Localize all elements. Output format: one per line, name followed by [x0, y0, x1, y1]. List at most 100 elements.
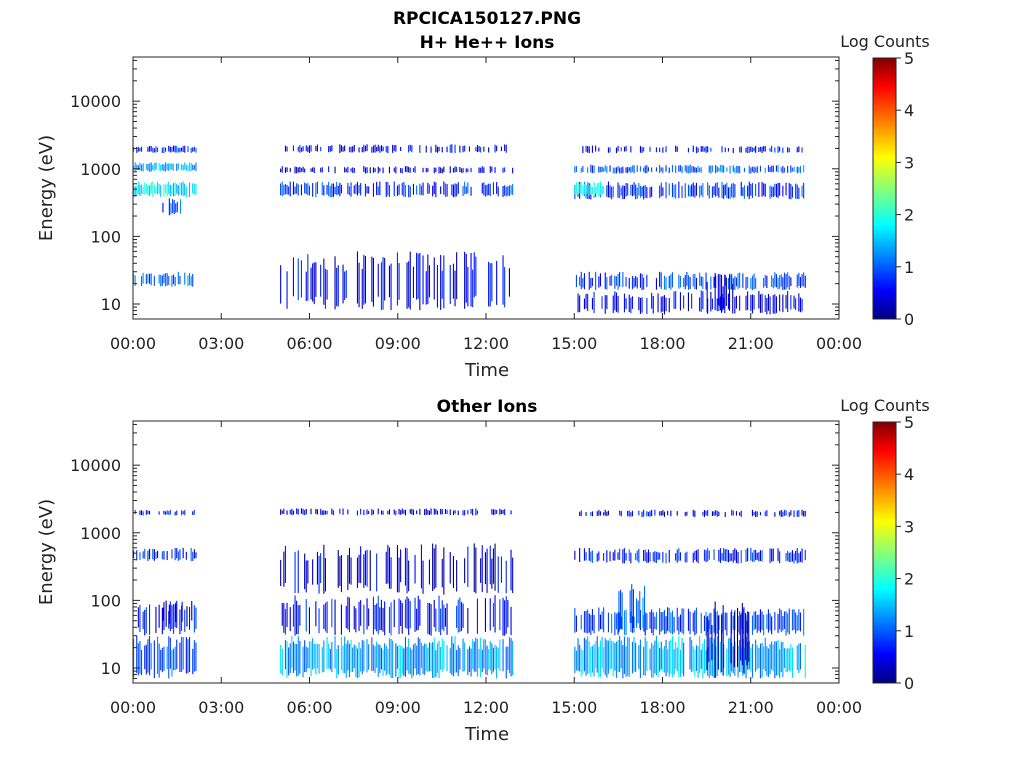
heatmap-streak: [732, 278, 734, 290]
heatmap-streak: [377, 508, 379, 515]
heatmap-streak: [779, 608, 781, 630]
heatmap-streak: [372, 145, 374, 153]
heatmap-streak: [292, 257, 294, 297]
y-tick-label: 100: [90, 591, 121, 610]
heatmap-streak: [740, 510, 742, 517]
heatmap-streak: [441, 638, 443, 672]
heatmap-streak: [155, 551, 157, 559]
heatmap-streak: [168, 145, 170, 152]
heatmap-streak: [700, 649, 702, 669]
heatmap-streak: [424, 643, 426, 675]
heatmap-streak: [190, 163, 192, 172]
heatmap-streak: [591, 550, 593, 563]
heatmap-streak: [170, 203, 172, 215]
heatmap-streak: [633, 637, 635, 672]
heatmap-streak: [739, 611, 741, 635]
panel-top-xlabel: Time: [464, 360, 509, 381]
heatmap-streak: [195, 184, 197, 195]
heatmap-streak: [310, 168, 312, 172]
heatmap-streak: [358, 262, 360, 308]
heatmap-streak: [735, 295, 737, 309]
heatmap-streak: [299, 145, 301, 153]
heatmap-streak: [395, 166, 397, 174]
heatmap-streak: [412, 183, 414, 195]
heatmap-streak: [639, 610, 641, 631]
heatmap-streak: [779, 146, 781, 152]
heatmap-streak: [332, 183, 334, 197]
heatmap-streak: [798, 272, 800, 286]
heatmap-streak: [780, 509, 782, 518]
heatmap-streak: [331, 598, 333, 628]
heatmap-streak: [665, 146, 667, 153]
heatmap-streak: [670, 612, 672, 634]
heatmap-streak: [496, 260, 498, 305]
heatmap-streak: [766, 298, 768, 315]
heatmap-streak: [628, 637, 630, 677]
heatmap-streak: [609, 165, 611, 172]
heatmap-streak: [436, 264, 438, 308]
heatmap-streak: [659, 164, 661, 174]
heatmap-streak: [182, 181, 184, 197]
heatmap-streak: [425, 508, 427, 515]
heatmap-streak: [727, 293, 729, 310]
heatmap-streak: [174, 145, 176, 153]
heatmap-streak: [724, 147, 726, 153]
heatmap-streak: [457, 510, 459, 516]
heatmap-streak: [729, 637, 731, 677]
heatmap-streak: [755, 183, 757, 197]
heatmap-streak: [761, 146, 763, 153]
heatmap-streak: [305, 646, 307, 673]
heatmap-streak: [393, 167, 395, 172]
heatmap-streak: [603, 553, 605, 561]
heatmap-streak: [350, 182, 352, 197]
heatmap-streak: [595, 271, 597, 290]
heatmap-streak: [342, 645, 344, 673]
heatmap-streak: [320, 146, 322, 152]
heatmap-streak: [380, 262, 382, 311]
heatmap-streak: [430, 146, 432, 153]
heatmap-streak: [157, 182, 159, 195]
heatmap-streak: [491, 166, 493, 172]
heatmap-streak: [603, 647, 605, 673]
heatmap-streak: [443, 547, 445, 595]
heatmap-streak: [771, 641, 773, 670]
heatmap-streak: [787, 613, 789, 633]
heatmap-streak: [612, 641, 614, 677]
heatmap-streak: [297, 550, 299, 593]
heatmap-streak: [769, 148, 771, 152]
heatmap-streak: [182, 511, 184, 515]
heatmap-streak: [162, 607, 164, 621]
heatmap-streak: [305, 271, 307, 302]
heatmap-streak: [654, 640, 656, 674]
heatmap-streak: [363, 604, 365, 635]
x-tick-label: 00:00: [816, 334, 862, 353]
heatmap-streak: [679, 649, 681, 677]
heatmap-streak: [464, 251, 466, 309]
heatmap-streak: [745, 147, 747, 153]
heatmap-streak: [746, 620, 748, 666]
heatmap-streak: [798, 167, 800, 173]
heatmap-streak: [454, 166, 456, 173]
heatmap-streak: [467, 649, 469, 675]
heatmap-streak: [435, 167, 437, 173]
heatmap-streak: [488, 147, 490, 153]
heatmap-streak: [374, 168, 376, 173]
heatmap-streak: [606, 640, 608, 678]
heatmap-streak: [366, 598, 368, 630]
heatmap-streak: [759, 512, 761, 516]
heatmap-streak: [364, 145, 366, 152]
heatmap-streak: [615, 147, 617, 154]
heatmap-streak: [623, 293, 625, 313]
heatmap-streak: [716, 166, 718, 173]
heatmap-streak: [149, 636, 151, 676]
heatmap-streak: [366, 144, 368, 152]
heatmap-streak: [433, 257, 435, 300]
heatmap-streak: [796, 166, 798, 174]
heatmap-streak: [579, 547, 581, 562]
heatmap-streak: [644, 165, 646, 174]
heatmap-streak: [611, 274, 613, 286]
heatmap-streak: [505, 596, 507, 634]
heatmap-streak: [673, 616, 675, 633]
heatmap-streak: [623, 610, 625, 635]
heatmap-streak: [646, 511, 648, 517]
